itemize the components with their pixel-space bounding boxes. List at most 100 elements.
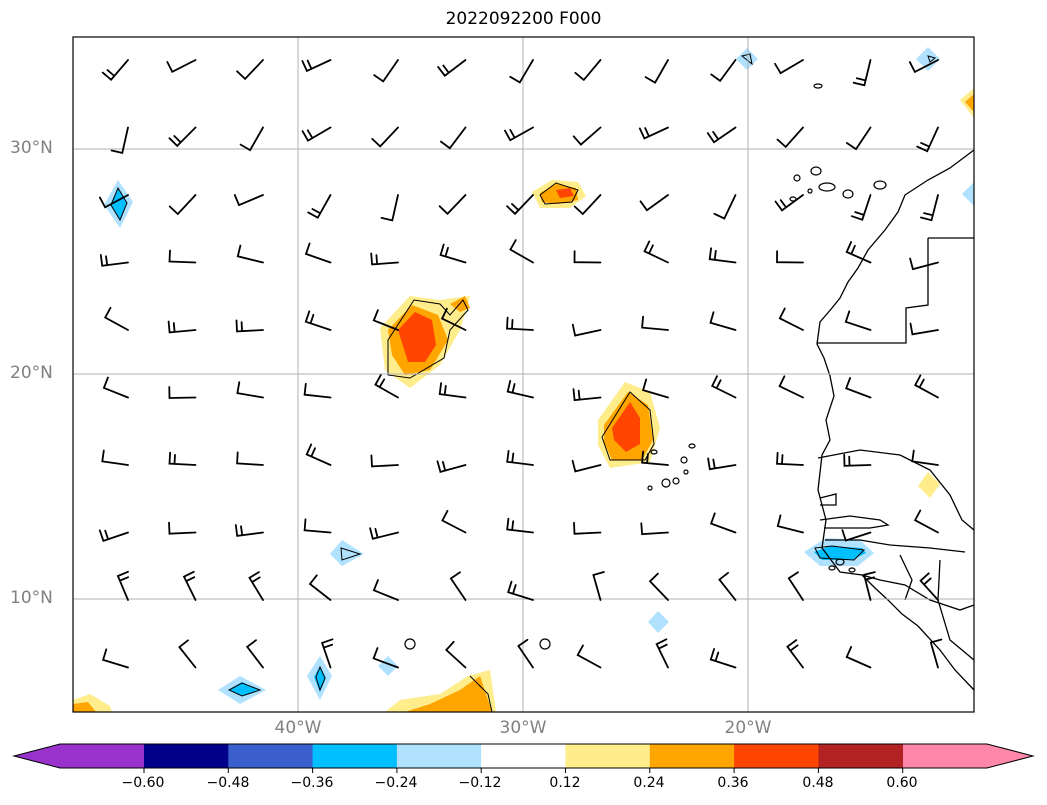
colorbar-cell <box>734 744 819 768</box>
wind-barb <box>166 59 197 74</box>
wind-barb <box>776 514 804 534</box>
wind-barb <box>239 126 264 152</box>
colorbar-cell <box>60 744 144 768</box>
wind-barb <box>707 457 737 471</box>
wind-barb <box>572 388 602 402</box>
colorbar-tick-label: −0.24 <box>374 775 418 791</box>
colorbar-extend-low <box>14 744 60 768</box>
wind-barb <box>305 443 332 466</box>
wind-barb <box>233 194 264 207</box>
wind-barb <box>440 126 467 150</box>
lat-label-10n: 10°N <box>10 588 53 608</box>
lat-label-30n: 30°N <box>10 138 53 158</box>
wind-barb <box>168 126 197 148</box>
coastline <box>816 149 975 691</box>
wind-barb <box>437 59 467 77</box>
wind-barb <box>909 322 939 336</box>
wind-barb <box>168 194 197 216</box>
wind-barb <box>506 517 534 534</box>
wind-barb <box>572 126 602 146</box>
wind-barb <box>774 59 804 75</box>
wind-barb <box>168 521 197 535</box>
colorbar-cell <box>903 744 987 768</box>
wind-barb <box>706 126 737 144</box>
wind-barb <box>101 59 129 81</box>
wind-barb <box>863 571 876 601</box>
wind-barb <box>234 524 264 537</box>
colorbar-cell <box>228 744 314 768</box>
wind-barb <box>786 639 804 669</box>
wind-barb <box>913 374 939 399</box>
wind-barb <box>369 527 399 540</box>
colorbar-tick-label: −0.12 <box>458 775 502 791</box>
wind-barb <box>449 571 467 601</box>
wind-barb <box>776 250 804 264</box>
wind-barb <box>307 194 332 219</box>
wind-barb <box>852 59 872 87</box>
wind-barb <box>168 386 197 399</box>
colorbar-tick-label: −0.60 <box>121 775 165 791</box>
wind-barb <box>778 375 804 399</box>
wind-barb <box>718 571 737 601</box>
wind-barb <box>641 450 669 466</box>
wind-barb <box>101 449 129 466</box>
wind-barb <box>640 522 669 536</box>
wind-barb <box>644 59 669 84</box>
wind-barb <box>99 194 129 209</box>
wind-barb <box>438 194 467 216</box>
wind-barb <box>301 59 332 73</box>
wind-barb <box>643 240 669 264</box>
wind-barb <box>778 307 804 331</box>
wind-barb <box>909 257 939 271</box>
wind-barb <box>372 647 399 669</box>
wind-barb <box>301 126 332 142</box>
wind-barb <box>787 571 804 601</box>
wind-barb <box>438 382 467 399</box>
wind-barb <box>573 521 602 535</box>
wind-barb <box>592 571 605 601</box>
wind-barb <box>571 459 602 473</box>
wind-barbs <box>98 59 943 669</box>
wind-barb <box>641 315 669 331</box>
wind-barb <box>509 59 534 84</box>
wind-barb <box>308 574 332 601</box>
wind-barb <box>709 648 737 669</box>
wind-barb <box>709 512 737 534</box>
wind-barb <box>98 529 129 542</box>
wind-barb <box>845 241 872 264</box>
wind-barb <box>373 59 399 83</box>
wind-barb <box>639 194 669 212</box>
wind-barb <box>920 194 939 222</box>
lon-label-40w: 40°W <box>274 718 322 738</box>
wind-barb <box>844 310 872 331</box>
wind-barb <box>908 59 939 74</box>
wind-barb <box>845 646 872 669</box>
wind-barb <box>506 316 534 331</box>
wind-barb <box>919 572 939 601</box>
colorbar-tick-label: 0.48 <box>802 775 834 791</box>
wind-barb <box>913 509 939 534</box>
colorbar-cell <box>818 744 904 768</box>
contour-lines <box>110 53 937 713</box>
wind-barb <box>929 638 943 669</box>
wind-barb <box>574 59 602 82</box>
colorbar-tick-label: 0.24 <box>633 775 665 791</box>
wind-barb <box>374 374 399 399</box>
lon-label-30w: 30°W <box>499 718 547 738</box>
wind-barb <box>304 310 332 331</box>
wind-barb <box>916 126 939 153</box>
gridlines <box>73 37 974 712</box>
colorbar-cell <box>481 744 566 768</box>
wind-barb <box>248 571 264 601</box>
colorbar-tick-label: −0.48 <box>206 775 250 791</box>
colorbar-tick-label: −0.36 <box>290 775 334 791</box>
colorbar-outline <box>12 743 1035 769</box>
wind-barb <box>436 460 467 474</box>
colorbar-cell <box>312 744 398 768</box>
wind-barb <box>517 638 534 669</box>
wind-barb <box>372 579 399 601</box>
wind-barb <box>303 382 332 399</box>
wind-barb <box>103 306 129 331</box>
wind-barb <box>380 194 399 222</box>
wind-barb <box>372 309 399 331</box>
